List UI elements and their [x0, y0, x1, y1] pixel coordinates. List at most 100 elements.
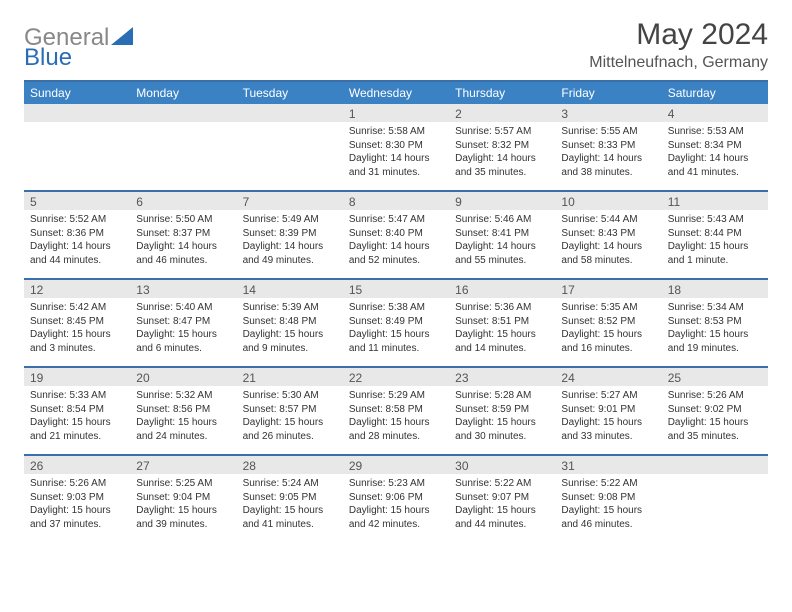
day-body: Sunrise: 5:30 AMSunset: 8:57 PMDaylight:…: [237, 386, 343, 449]
day-dl2: and 41 minutes.: [668, 166, 762, 180]
day-body: Sunrise: 5:44 AMSunset: 8:43 PMDaylight:…: [555, 210, 661, 273]
day-body: Sunrise: 5:26 AMSunset: 9:02 PMDaylight:…: [662, 386, 768, 449]
calendar-week: 5Sunrise: 5:52 AMSunset: 8:36 PMDaylight…: [24, 190, 768, 278]
day-number: 10: [555, 192, 661, 210]
day-number: 13: [130, 280, 236, 298]
day-dl2: and 19 minutes.: [668, 342, 762, 356]
day-sr: Sunrise: 5:55 AM: [561, 125, 655, 139]
day-cell: 31Sunrise: 5:22 AMSunset: 9:08 PMDayligh…: [555, 456, 661, 542]
day-number: 8: [343, 192, 449, 210]
day-dl2: and 30 minutes.: [455, 430, 549, 444]
day-dl2: and 21 minutes.: [30, 430, 124, 444]
day-sr: Sunrise: 5:30 AM: [243, 389, 337, 403]
day-body: Sunrise: 5:27 AMSunset: 9:01 PMDaylight:…: [555, 386, 661, 449]
day-dl1: Daylight: 15 hours: [136, 328, 230, 342]
day-ss: Sunset: 8:36 PM: [30, 227, 124, 241]
day-ss: Sunset: 8:37 PM: [136, 227, 230, 241]
day-sr: Sunrise: 5:25 AM: [136, 477, 230, 491]
day-dl2: and 24 minutes.: [136, 430, 230, 444]
calendar-week: 26Sunrise: 5:26 AMSunset: 9:03 PMDayligh…: [24, 454, 768, 542]
day-cell: 12Sunrise: 5:42 AMSunset: 8:45 PMDayligh…: [24, 280, 130, 366]
day-dl1: Daylight: 14 hours: [455, 240, 549, 254]
triangle-icon: [111, 24, 133, 52]
day-body: Sunrise: 5:26 AMSunset: 9:03 PMDaylight:…: [24, 474, 130, 537]
day-number: 15: [343, 280, 449, 298]
logo-text-blue: Blue: [24, 44, 72, 71]
day-cell: 26Sunrise: 5:26 AMSunset: 9:03 PMDayligh…: [24, 456, 130, 542]
day-number: 11: [662, 192, 768, 210]
day-cell: 3Sunrise: 5:55 AMSunset: 8:33 PMDaylight…: [555, 104, 661, 190]
day-cell: 8Sunrise: 5:47 AMSunset: 8:40 PMDaylight…: [343, 192, 449, 278]
day-dl1: Daylight: 14 hours: [30, 240, 124, 254]
day-number: [130, 104, 236, 122]
day-number: 20: [130, 368, 236, 386]
day-dl2: and 44 minutes.: [30, 254, 124, 268]
day-cell: 19Sunrise: 5:33 AMSunset: 8:54 PMDayligh…: [24, 368, 130, 454]
day-sr: Sunrise: 5:57 AM: [455, 125, 549, 139]
day-cell: 14Sunrise: 5:39 AMSunset: 8:48 PMDayligh…: [237, 280, 343, 366]
month-title: May 2024: [589, 18, 768, 52]
day-dl2: and 11 minutes.: [349, 342, 443, 356]
day-body: Sunrise: 5:39 AMSunset: 8:48 PMDaylight:…: [237, 298, 343, 361]
day-cell: 15Sunrise: 5:38 AMSunset: 8:49 PMDayligh…: [343, 280, 449, 366]
title-block: May 2024 Mittelneufnach, Germany: [589, 18, 768, 72]
day-dl1: Daylight: 15 hours: [243, 328, 337, 342]
day-dl2: and 58 minutes.: [561, 254, 655, 268]
day-dl1: Daylight: 14 hours: [561, 240, 655, 254]
day-ss: Sunset: 8:40 PM: [349, 227, 443, 241]
day-ss: Sunset: 8:51 PM: [455, 315, 549, 329]
day-cell: 13Sunrise: 5:40 AMSunset: 8:47 PMDayligh…: [130, 280, 236, 366]
day-ss: Sunset: 8:43 PM: [561, 227, 655, 241]
day-dl1: Daylight: 15 hours: [561, 504, 655, 518]
weekday-sat: Saturday: [662, 82, 768, 104]
day-dl1: Daylight: 15 hours: [668, 328, 762, 342]
day-dl2: and 42 minutes.: [349, 518, 443, 532]
day-number: 29: [343, 456, 449, 474]
day-dl1: Daylight: 15 hours: [668, 240, 762, 254]
day-ss: Sunset: 9:06 PM: [349, 491, 443, 505]
day-dl1: Daylight: 15 hours: [668, 416, 762, 430]
day-dl1: Daylight: 15 hours: [561, 328, 655, 342]
day-cell: 10Sunrise: 5:44 AMSunset: 8:43 PMDayligh…: [555, 192, 661, 278]
day-body: Sunrise: 5:32 AMSunset: 8:56 PMDaylight:…: [130, 386, 236, 449]
day-body: Sunrise: 5:53 AMSunset: 8:34 PMDaylight:…: [662, 122, 768, 185]
day-ss: Sunset: 9:02 PM: [668, 403, 762, 417]
day-sr: Sunrise: 5:47 AM: [349, 213, 443, 227]
day-number: [24, 104, 130, 122]
day-number: [237, 104, 343, 122]
weekday-mon: Monday: [130, 82, 236, 104]
day-ss: Sunset: 8:47 PM: [136, 315, 230, 329]
day-body: Sunrise: 5:47 AMSunset: 8:40 PMDaylight:…: [343, 210, 449, 273]
day-ss: Sunset: 9:08 PM: [561, 491, 655, 505]
day-dl2: and 33 minutes.: [561, 430, 655, 444]
day-number: 19: [24, 368, 130, 386]
day-number: 25: [662, 368, 768, 386]
day-sr: Sunrise: 5:36 AM: [455, 301, 549, 315]
day-ss: Sunset: 8:32 PM: [455, 139, 549, 153]
day-dl1: Daylight: 15 hours: [30, 504, 124, 518]
day-dl2: and 44 minutes.: [455, 518, 549, 532]
day-dl2: and 31 minutes.: [349, 166, 443, 180]
day-number: 28: [237, 456, 343, 474]
day-ss: Sunset: 9:01 PM: [561, 403, 655, 417]
day-body: Sunrise: 5:33 AMSunset: 8:54 PMDaylight:…: [24, 386, 130, 449]
day-dl2: and 14 minutes.: [455, 342, 549, 356]
day-dl1: Daylight: 15 hours: [30, 416, 124, 430]
day-dl2: and 28 minutes.: [349, 430, 443, 444]
day-sr: Sunrise: 5:39 AM: [243, 301, 337, 315]
day-dl1: Daylight: 15 hours: [243, 416, 337, 430]
day-ss: Sunset: 8:54 PM: [30, 403, 124, 417]
day-dl1: Daylight: 14 hours: [349, 152, 443, 166]
day-dl2: and 9 minutes.: [243, 342, 337, 356]
calendar-header-row: Sunday Monday Tuesday Wednesday Thursday…: [24, 82, 768, 104]
calendar-week: 12Sunrise: 5:42 AMSunset: 8:45 PMDayligh…: [24, 278, 768, 366]
day-ss: Sunset: 8:44 PM: [668, 227, 762, 241]
day-body: Sunrise: 5:23 AMSunset: 9:06 PMDaylight:…: [343, 474, 449, 537]
day-dl1: Daylight: 15 hours: [30, 328, 124, 342]
page-header: General May 2024 Mittelneufnach, Germany: [24, 18, 768, 72]
day-sr: Sunrise: 5:24 AM: [243, 477, 337, 491]
day-dl1: Daylight: 15 hours: [349, 328, 443, 342]
day-body: Sunrise: 5:43 AMSunset: 8:44 PMDaylight:…: [662, 210, 768, 273]
day-number: 21: [237, 368, 343, 386]
day-dl2: and 46 minutes.: [136, 254, 230, 268]
